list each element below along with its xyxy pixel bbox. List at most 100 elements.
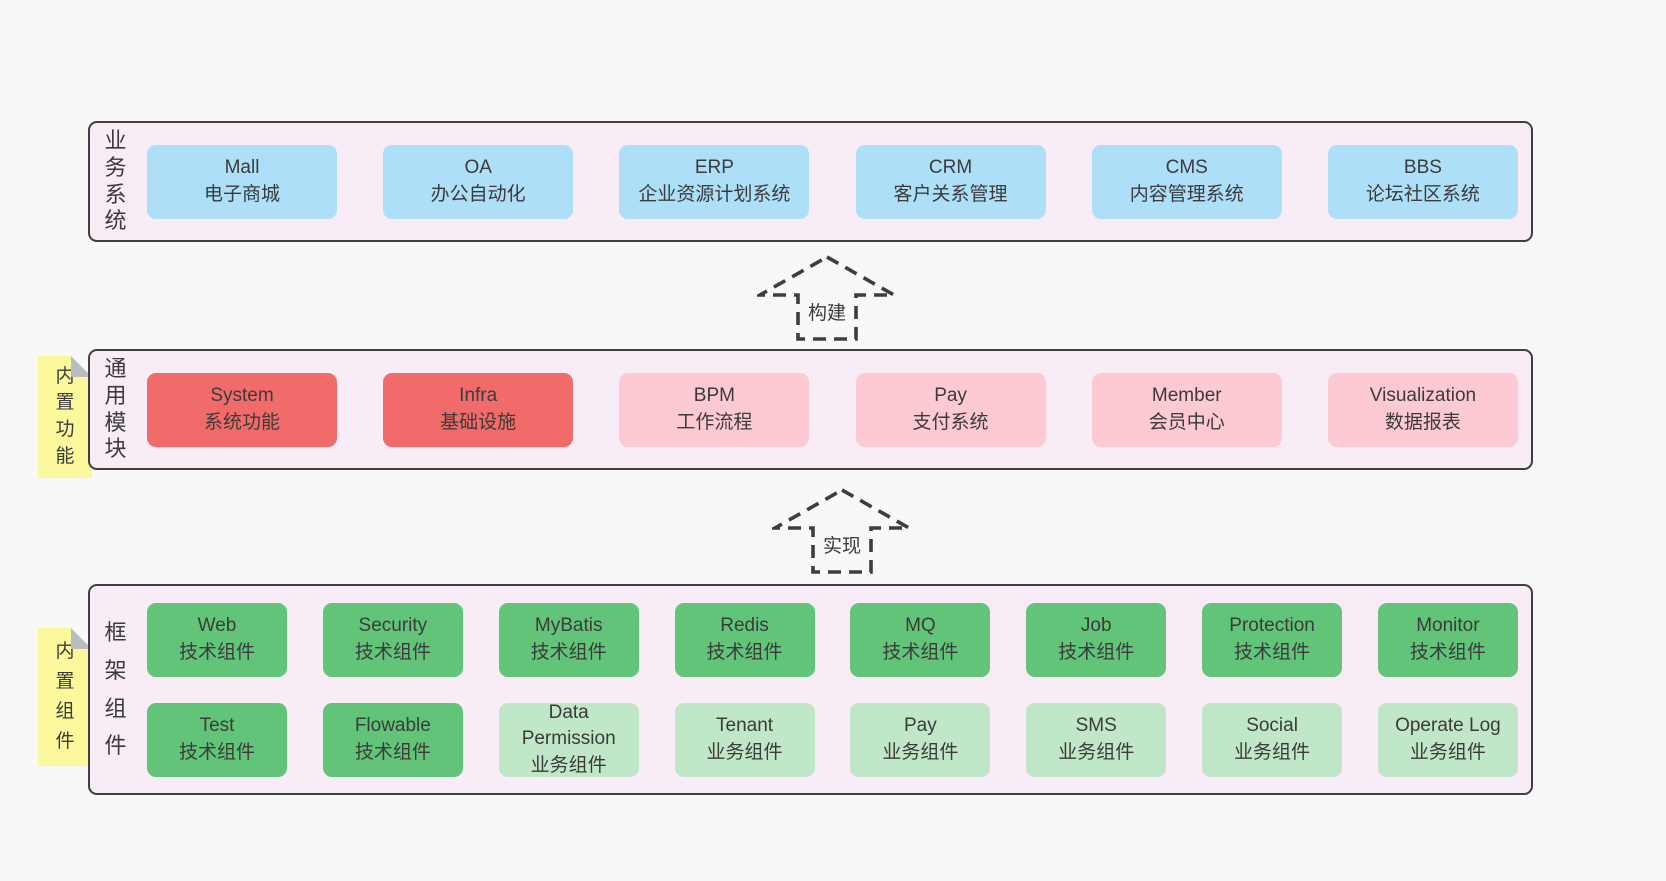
arrow-build: 构建 (757, 254, 897, 342)
box-sms-title: SMS (1075, 714, 1117, 736)
box-bpm: BPM 工作流程 (619, 372, 810, 447)
framework-components-row-1: Web 技术组件 Security 技术组件 MyBatis 技术组件 Redi… (131, 602, 1531, 677)
box-crm-title: CRM (928, 156, 973, 178)
panel-common-modules: 通用模块 System 系统功能 Infra 基础设施 BPM 工作流程 Pay… (88, 349, 1533, 470)
box-security-subtitle: 技术组件 (354, 641, 431, 663)
box-security-title: Security (358, 614, 428, 636)
box-system-subtitle: 系统功能 (203, 411, 280, 433)
box-pay-component-title: Pay (904, 714, 937, 736)
box-bbs-subtitle: 论坛社区系统 (1365, 183, 1480, 205)
box-infra-subtitle: 基础设施 (440, 411, 517, 433)
box-pay-module-subtitle: 支付系统 (912, 411, 989, 433)
box-monitor: Monitor 技术组件 (1377, 602, 1518, 677)
box-cms: CMS 内容管理系统 (1091, 144, 1282, 219)
box-bbs: BBS 论坛社区系统 (1327, 144, 1518, 219)
box-pay-module-title: Pay (934, 384, 967, 406)
box-visualization-title: Visualization (1369, 384, 1477, 406)
box-mq-title: MQ (905, 614, 936, 636)
box-monitor-subtitle: 技术组件 (1409, 641, 1486, 663)
box-member: Member 会员中心 (1091, 372, 1282, 447)
box-mybatis-title: MyBatis (534, 614, 603, 636)
box-redis-title: Redis (720, 614, 769, 636)
panel-common-modules-label: 通用模块 (104, 355, 128, 462)
box-erp-subtitle: 企业资源计划系统 (638, 183, 791, 205)
box-flowable-title: Flowable (354, 714, 431, 736)
framework-components-row-2: Test 技术组件 Flowable 技术组件 Data Permission … (131, 701, 1531, 777)
box-mybatis: MyBatis 技术组件 (498, 602, 639, 677)
panel-business-systems: 业务系统 Mall 电子商城 OA 办公自动化 ERP 企业资源计划系统 CRM… (88, 121, 1533, 242)
framework-components-grid: Web 技术组件 Security 技术组件 MyBatis 技术组件 Redi… (131, 602, 1531, 777)
panel-framework-components-label: 框架组件 (104, 619, 128, 759)
box-system: System 系统功能 (147, 372, 337, 447)
box-mybatis-subtitle: 技术组件 (530, 641, 607, 663)
tab-built-in-components-label: 内置组件 (55, 640, 75, 753)
arrow-implement-label: 实现 (819, 531, 865, 558)
box-mq-subtitle: 技术组件 (882, 641, 959, 663)
box-job-subtitle: 技术组件 (1058, 641, 1135, 663)
panel-framework-components: 框架组件 Web 技术组件 Security 技术组件 MyBatis 技术组件… (88, 584, 1533, 795)
box-data-permission-title: Data Permission (521, 701, 616, 750)
box-test-subtitle: 技术组件 (178, 741, 255, 763)
box-visualization-subtitle: 数据报表 (1384, 411, 1461, 433)
box-infra: Infra 基础设施 (383, 372, 574, 447)
box-social-title: Social (1246, 714, 1298, 736)
arrow-implement: 实现 (772, 487, 912, 575)
box-crm-subtitle: 客户关系管理 (893, 183, 1008, 205)
box-pay-component-subtitle: 业务组件 (882, 741, 959, 763)
box-redis-subtitle: 技术组件 (706, 641, 783, 663)
box-pay-component: Pay 业务组件 (850, 702, 991, 777)
box-erp: ERP 企业资源计划系统 (619, 144, 810, 219)
box-infra-title: Infra (459, 384, 498, 406)
box-protection-title: Protection (1229, 614, 1315, 636)
box-mall-subtitle: 电子商城 (203, 183, 280, 205)
box-monitor-title: Monitor (1416, 614, 1480, 636)
box-cms-title: CMS (1165, 156, 1208, 178)
box-protection: Protection 技术组件 (1202, 602, 1343, 677)
box-mall: Mall 电子商城 (147, 144, 337, 219)
box-mall-title: Mall (224, 156, 260, 178)
panel-business-systems-label: 业务系统 (104, 127, 128, 234)
box-member-title: Member (1151, 384, 1222, 406)
common-modules-row: System 系统功能 Infra 基础设施 BPM 工作流程 Pay 支付系统… (131, 372, 1531, 447)
box-oa: OA 办公自动化 (383, 144, 574, 219)
box-mq: MQ 技术组件 (850, 602, 991, 677)
box-web: Web 技术组件 (147, 602, 287, 677)
box-data-permission: Data Permission 业务组件 (498, 701, 639, 777)
box-social: Social 业务组件 (1202, 702, 1343, 777)
box-web-title: Web (197, 614, 237, 636)
box-flowable-subtitle: 技术组件 (354, 741, 431, 763)
tab-built-in-components: 内置组件 (38, 628, 92, 766)
business-systems-row: Mall 电子商城 OA 办公自动化 ERP 企业资源计划系统 CRM 客户关系… (131, 144, 1531, 219)
box-cms-subtitle: 内容管理系统 (1129, 183, 1244, 205)
box-test: Test 技术组件 (147, 702, 287, 777)
box-job: Job 技术组件 (1026, 602, 1167, 677)
tab-built-in-features-label: 内置功能 (55, 365, 75, 467)
box-job-title: Job (1080, 614, 1112, 636)
box-oa-title: OA (464, 156, 492, 178)
box-security: Security 技术组件 (322, 602, 463, 677)
box-visualization: Visualization 数据报表 (1327, 372, 1518, 447)
box-social-subtitle: 业务组件 (1234, 741, 1311, 763)
box-tenant-subtitle: 业务组件 (706, 741, 783, 763)
box-protection-subtitle: 技术组件 (1234, 641, 1311, 663)
box-oa-subtitle: 办公自动化 (430, 183, 526, 205)
arrow-build-label: 构建 (804, 298, 850, 325)
box-flowable: Flowable 技术组件 (322, 702, 463, 777)
box-crm: CRM 客户关系管理 (855, 144, 1046, 219)
box-system-title: System (210, 384, 274, 406)
box-member-subtitle: 会员中心 (1148, 411, 1225, 433)
box-erp-title: ERP (694, 156, 734, 178)
box-bpm-subtitle: 工作流程 (676, 411, 753, 433)
box-bbs-title: BBS (1403, 156, 1442, 178)
box-tenant: Tenant 业务组件 (674, 702, 815, 777)
box-operate-log: Operate Log 业务组件 (1377, 702, 1518, 777)
box-tenant-title: Tenant (716, 714, 774, 736)
box-web-subtitle: 技术组件 (178, 641, 255, 663)
box-test-title: Test (199, 714, 235, 736)
box-operate-log-subtitle: 业务组件 (1409, 741, 1486, 763)
box-sms: SMS 业务组件 (1026, 702, 1167, 777)
tab-built-in-features: 内置功能 (38, 356, 92, 478)
box-bpm-title: BPM (693, 384, 735, 406)
box-pay-module: Pay 支付系统 (855, 372, 1046, 447)
